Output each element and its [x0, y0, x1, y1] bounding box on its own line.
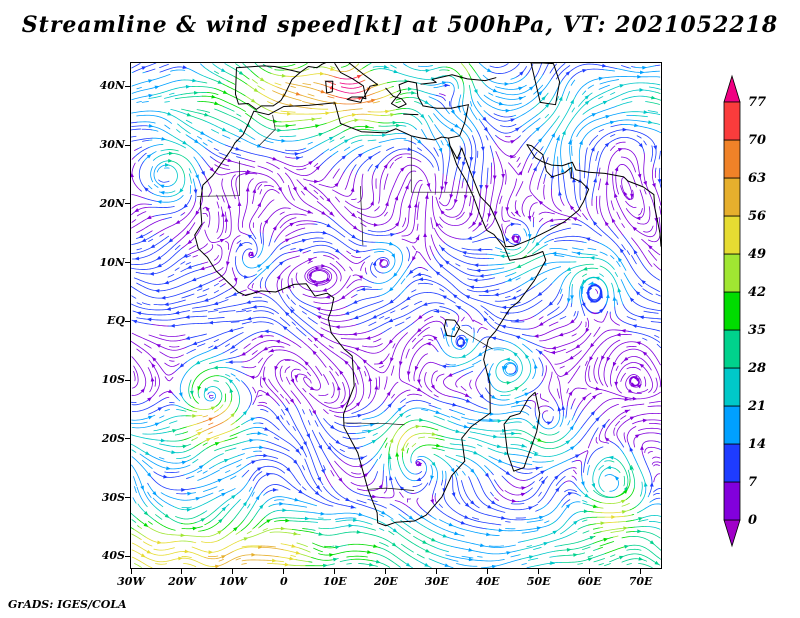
x-tick-label: 10E — [322, 575, 347, 588]
streamline-map-canvas — [131, 63, 661, 568]
colorbar-label: 49 — [748, 247, 766, 262]
colorbar-label: 0 — [748, 513, 757, 528]
wind-speed-colorbar: 0 7 14 21 28 35 42 49 56 63 70 77 — [723, 74, 766, 548]
axis-tick — [589, 569, 591, 574]
colorbar-segment — [723, 481, 741, 521]
x-tick-label: 30E — [424, 575, 449, 588]
axis-tick — [125, 497, 130, 499]
colorbar-label: 56 — [748, 209, 766, 224]
chart-title: Streamline & wind speed[kt] at 500hPa, V… — [21, 12, 779, 38]
y-tick-label: 30S — [101, 490, 125, 504]
colorbar-segment — [723, 519, 741, 548]
axis-tick — [130, 569, 132, 574]
y-tick-label: 40N — [99, 79, 125, 93]
x-tick-label: 40E — [475, 575, 500, 588]
colorbar-label: 63 — [748, 171, 766, 186]
colorbar-label: 14 — [748, 437, 766, 452]
colorbar-label: 77 — [748, 95, 766, 110]
axis-tick — [538, 569, 540, 574]
axis-tick — [125, 320, 130, 322]
axis-tick — [125, 203, 130, 205]
axis-tick — [232, 569, 234, 574]
y-tick-label: 40S — [101, 549, 125, 563]
axis-tick — [283, 569, 285, 574]
y-tick-label: EQ — [107, 314, 125, 328]
y-tick-label: 30N — [99, 138, 125, 152]
colorbar-label: 21 — [747, 399, 766, 414]
colorbar-segment — [723, 443, 741, 483]
colorbar-segment — [723, 291, 741, 331]
axis-tick — [385, 569, 387, 574]
axis-tick — [436, 569, 438, 574]
axis-tick — [334, 569, 336, 574]
colorbar-label: 42 — [748, 285, 766, 300]
colorbar-segment — [723, 101, 741, 141]
colorbar-segment — [723, 253, 741, 293]
axis-tick — [125, 438, 130, 440]
x-tick-label: 70E — [628, 575, 653, 588]
axis-tick — [125, 85, 130, 87]
y-tick-label: 10S — [101, 373, 125, 387]
x-tick-label: 20E — [373, 575, 398, 588]
y-tick-label: 20N — [99, 196, 125, 210]
colorbar-segment — [723, 215, 741, 255]
y-tick-label: 20S — [101, 431, 125, 445]
colorbar-segment — [723, 405, 741, 445]
colorbar-segment — [723, 74, 741, 103]
map-plot-area — [130, 62, 662, 569]
x-tick-label: 30W — [117, 575, 145, 588]
grads-credit: GrADS: IGES/COLA — [8, 598, 127, 611]
colorbar-label: 35 — [748, 323, 766, 338]
axis-tick — [640, 569, 642, 574]
axis-tick — [125, 144, 130, 146]
axis-tick — [181, 569, 183, 574]
x-tick-label: 10W — [219, 575, 247, 588]
axis-tick — [125, 262, 130, 264]
colorbar-label: 28 — [747, 361, 766, 376]
colorbar-segment — [723, 177, 741, 217]
y-tick-label: 10N — [99, 255, 125, 269]
colorbar-segment — [723, 139, 741, 179]
x-tick-label: 60E — [577, 575, 602, 588]
axis-tick — [125, 379, 130, 381]
x-tick-label: 0 — [280, 575, 288, 588]
x-tick-label: 20W — [168, 575, 196, 588]
colorbar-label: 7 — [748, 475, 757, 490]
colorbar-label: 70 — [748, 133, 766, 148]
axis-tick — [487, 569, 489, 574]
colorbar-segment — [723, 329, 741, 369]
x-tick-label: 50E — [526, 575, 551, 588]
axis-tick — [125, 555, 130, 557]
colorbar-segment — [723, 367, 741, 407]
